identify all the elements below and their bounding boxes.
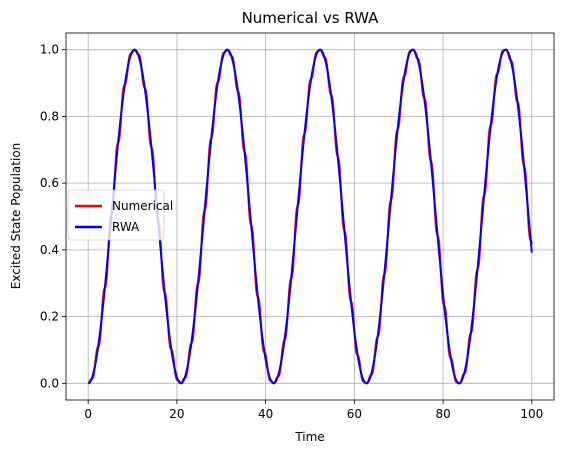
axis-ticks: 0 20 40 60 80 100 0.0 0.2 0.4 0.6 0.8 1.0 [40,43,543,421]
x-tick-label: 0 [84,407,92,421]
grid [66,33,554,400]
x-tick-label: 20 [169,407,184,421]
y-tick-label: 0.4 [40,243,59,257]
x-tick-label: 40 [258,407,273,421]
y-tick-label: 0.6 [40,176,59,190]
x-tick-label: 60 [347,407,362,421]
series-line-rwa [87,48,533,385]
y-axis-label: Excited State Population [9,143,23,290]
x-axis-label: Time [294,430,324,444]
y-tick-label: 0.0 [40,376,59,390]
y-tick-label: 0.8 [40,109,59,123]
legend: Numerical RWA [67,189,173,241]
y-tick-label: 1.0 [40,43,59,57]
x-tick-label: 80 [435,407,450,421]
y-tick-label: 0.2 [40,310,59,324]
legend-label: RWA [112,220,140,234]
chart-title: Numerical vs RWA [242,9,380,27]
legend-label: Numerical [112,199,173,213]
plot-frame [65,32,555,401]
series-lines [87,48,533,385]
x-tick-label: 100 [520,407,543,421]
